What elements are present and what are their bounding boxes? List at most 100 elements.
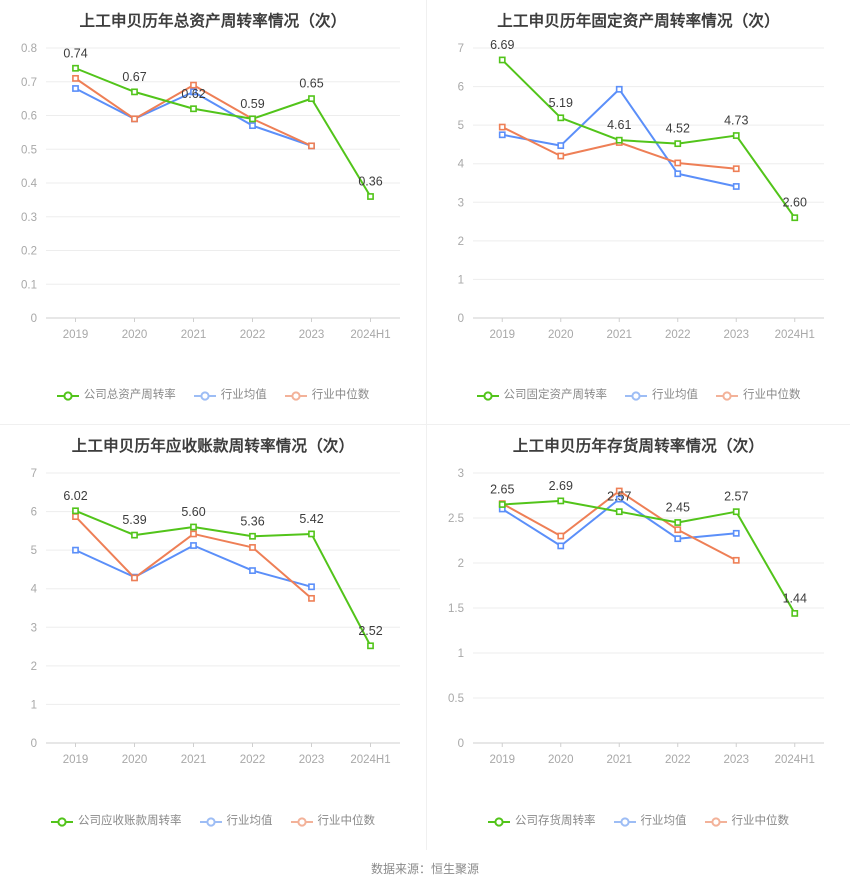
svg-text:2024H1: 2024H1 (775, 329, 815, 341)
svg-text:2024H1: 2024H1 (350, 754, 390, 766)
svg-text:2020: 2020 (548, 754, 574, 766)
svg-text:5: 5 (31, 545, 37, 557)
svg-text:0.4: 0.4 (21, 178, 38, 190)
legend-marker-company-icon (56, 391, 79, 401)
svg-text:2023: 2023 (723, 754, 749, 766)
svg-text:2019: 2019 (489, 754, 515, 766)
legend-item-company[interactable]: 公司总资产周转率 (56, 389, 176, 402)
legend-label-company: 公司应收账款周转率 (78, 815, 182, 828)
legend-label-industry-mean: 行业均值 (220, 389, 267, 402)
chart-legend: 公司固定资产周转率 行业均值 行业中位数 (427, 390, 850, 402)
svg-text:4: 4 (458, 159, 465, 171)
svg-text:6: 6 (31, 507, 37, 519)
legend-item-industry-median[interactable]: 行业中位数 (704, 815, 790, 828)
legend-marker-industry-mean-icon (193, 391, 216, 401)
svg-text:4.52: 4.52 (666, 122, 690, 136)
svg-text:1.44: 1.44 (783, 591, 807, 605)
svg-text:0.5: 0.5 (21, 144, 37, 156)
svg-text:2.5: 2.5 (448, 513, 464, 525)
legend-item-industry-mean[interactable]: 行业均值 (625, 390, 698, 402)
chart-legend: 公司存货周转率 行业均值 行业中位数 (427, 816, 850, 828)
svg-text:2020: 2020 (122, 754, 148, 766)
svg-text:2023: 2023 (723, 329, 749, 341)
chart-panel-inventory-turnover: 上工申贝历年存货周转率情况（次） 0 0.5 1 1.5 2 2.5 3 2019 2020 20… (427, 425, 850, 850)
svg-text:5.60: 5.60 (181, 505, 205, 519)
legend-marker-industry-median-icon (290, 817, 313, 827)
svg-text:1: 1 (31, 699, 37, 711)
svg-text:2023: 2023 (299, 754, 325, 766)
legend-item-industry-mean[interactable]: 行业均值 (613, 815, 687, 828)
svg-text:2021: 2021 (181, 754, 207, 766)
legend-item-company[interactable]: 公司应收账款周转率 (51, 816, 182, 828)
legend-label-industry-mean: 行业均值 (640, 815, 687, 828)
legend-item-industry-median[interactable]: 行业中位数 (284, 389, 370, 402)
svg-text:2.65: 2.65 (490, 483, 514, 497)
svg-text:2: 2 (31, 661, 37, 673)
legend-item-company[interactable]: 公司存货周转率 (488, 816, 596, 828)
svg-text:2019: 2019 (63, 754, 89, 766)
svg-text:5.19: 5.19 (549, 96, 573, 110)
svg-text:2021: 2021 (606, 329, 632, 341)
legend-label-industry-median: 行业中位数 (311, 389, 370, 402)
svg-text:6: 6 (458, 82, 464, 94)
svg-text:2019: 2019 (489, 329, 515, 341)
svg-text:6.02: 6.02 (63, 489, 87, 503)
svg-text:2: 2 (458, 558, 464, 570)
svg-text:1.5: 1.5 (448, 603, 464, 615)
svg-text:0.3: 0.3 (21, 212, 37, 224)
legend-item-company[interactable]: 公司固定资产周转率 (476, 390, 607, 402)
svg-text:2022: 2022 (240, 329, 266, 341)
legend-marker-industry-median-icon (716, 391, 738, 401)
chart-plot-area: 0 0.1 0.2 0.3 0.4 0.5 0.6 0.7 0.8 2019 2020 2021 202… (0, 34, 426, 364)
chart-title: 上工申贝历年总资产周转率情况（次） (79, 13, 347, 30)
legend-label-industry-median: 行业中位数 (731, 815, 790, 828)
chart-title: 上工申贝历年存货周转率情况（次） (512, 438, 765, 455)
legend-label-industry-mean: 行业均值 (652, 389, 698, 402)
data-source-footer: 数据来源：恒生聚源 (370, 862, 479, 876)
legend-item-industry-mean[interactable]: 行业均值 (199, 815, 273, 828)
legend-label-company: 公司总资产周转率 (83, 389, 176, 402)
svg-text:7: 7 (31, 468, 37, 480)
svg-text:0.59: 0.59 (240, 97, 264, 111)
svg-text:2021: 2021 (606, 754, 632, 766)
svg-text:4: 4 (31, 584, 38, 596)
svg-text:1: 1 (458, 648, 464, 660)
svg-text:2021: 2021 (181, 329, 207, 341)
legend-marker-industry-mean-icon (613, 817, 636, 827)
svg-text:5.36: 5.36 (240, 514, 264, 528)
svg-text:2.69: 2.69 (549, 479, 573, 493)
chart-plot-area: 0 1 2 3 4 5 6 7 2019 2020 2021 2022 2023 2024H1 6.02 5.… (0, 459, 426, 789)
svg-text:4.61: 4.61 (607, 118, 631, 132)
legend-item-industry-median[interactable]: 行业中位数 (290, 815, 376, 828)
legend-marker-company-icon (476, 391, 499, 401)
legend-marker-company-icon (51, 817, 73, 827)
svg-text:2.57: 2.57 (724, 490, 748, 504)
svg-text:2020: 2020 (122, 329, 148, 341)
svg-text:0.74: 0.74 (63, 46, 87, 60)
legend-marker-industry-median-icon (284, 391, 307, 401)
svg-text:2: 2 (458, 236, 464, 248)
svg-text:2024H1: 2024H1 (350, 329, 390, 341)
legend-item-industry-mean[interactable]: 行业均值 (193, 389, 267, 402)
svg-text:3: 3 (458, 468, 464, 480)
svg-text:2.45: 2.45 (666, 501, 690, 515)
svg-text:7: 7 (458, 43, 464, 55)
svg-text:0.36: 0.36 (358, 175, 382, 189)
legend-item-industry-median[interactable]: 行业中位数 (716, 390, 801, 402)
svg-text:0: 0 (31, 738, 37, 750)
svg-text:0: 0 (31, 313, 37, 325)
legend-label-industry-mean: 行业均值 (226, 815, 273, 828)
legend-label-company: 公司存货周转率 (515, 815, 596, 828)
svg-text:0.65: 0.65 (299, 77, 323, 91)
svg-text:0.8: 0.8 (21, 43, 37, 55)
svg-text:0.6: 0.6 (21, 111, 37, 123)
legend-marker-industry-mean-icon (625, 391, 647, 401)
legend-label-industry-median: 行业中位数 (317, 815, 376, 828)
svg-text:2024H1: 2024H1 (775, 754, 815, 766)
svg-text:0.62: 0.62 (181, 87, 205, 101)
svg-text:4.73: 4.73 (724, 114, 748, 128)
svg-text:2.52: 2.52 (358, 624, 382, 638)
svg-text:2020: 2020 (548, 329, 574, 341)
svg-text:0.2: 0.2 (21, 246, 37, 258)
chart-title: 上工申贝历年应收账款周转率情况（次） (71, 438, 355, 455)
